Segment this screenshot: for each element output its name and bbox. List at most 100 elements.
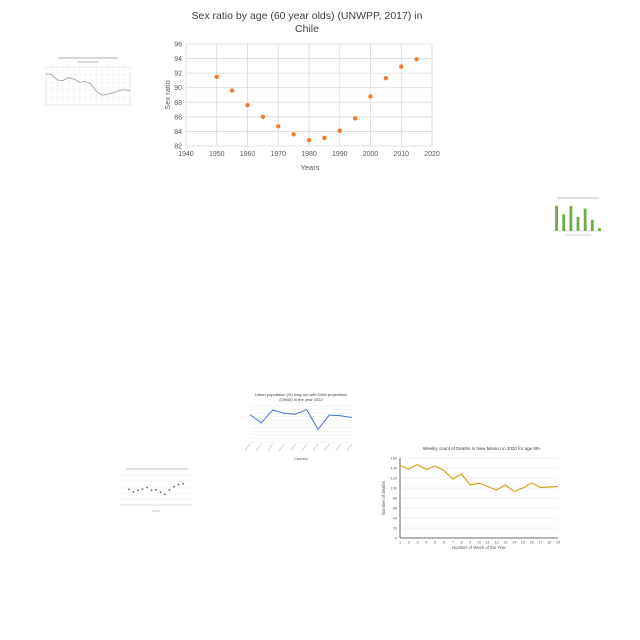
chart-title: (OWID) in the year 2022 — [279, 397, 323, 402]
x-tick-label: 4 — [425, 541, 427, 545]
chart-mini-scatter — [112, 465, 197, 515]
y-tick-label: 60 — [393, 507, 397, 511]
data-point — [173, 485, 175, 488]
y-tick-label: 96 — [174, 42, 182, 49]
x-tick-placeholder — [346, 443, 353, 452]
urban-svg: Urban population (%) long-run with 2050 … — [244, 392, 353, 461]
data-point — [128, 488, 130, 491]
x-tick-placeholder — [244, 443, 251, 452]
data-point — [150, 489, 153, 492]
data-point — [155, 488, 157, 491]
y-tick-label: 120 — [391, 477, 397, 481]
x-tick-placeholder — [278, 443, 285, 452]
data-point — [399, 64, 404, 69]
y-tick-label: 88 — [174, 100, 182, 107]
x-tick-label: 1980 — [301, 151, 317, 158]
x-tick-label: 2 — [408, 541, 410, 545]
data-point — [141, 488, 144, 490]
data-point — [164, 493, 166, 496]
chart-title: Weekly count of Deaths in New Mexico in … — [423, 446, 541, 451]
y-tick-label: 160 — [391, 457, 397, 461]
x-tick-placeholder — [324, 443, 330, 452]
x-tick-label: 7 — [452, 541, 454, 545]
y-tick-label: 92 — [174, 71, 182, 78]
data-point — [322, 135, 327, 141]
x-tick-label: 14 — [512, 541, 516, 545]
plot-border — [45, 66, 131, 106]
y-tick-label: 80 — [393, 497, 397, 501]
y-tick-label: 40 — [393, 517, 397, 521]
x-tick-placeholder — [290, 443, 296, 452]
data-point — [352, 116, 358, 121]
x-tick-placeholder — [301, 443, 307, 452]
x-tick-label: 9 — [469, 541, 471, 545]
y-tick-label: 20 — [393, 527, 397, 531]
data-point — [132, 490, 135, 493]
series-line — [249, 408, 353, 431]
data-point — [137, 489, 139, 492]
bar — [583, 208, 587, 231]
x-axis-label: Number of Week of the Year — [452, 545, 506, 550]
y-tick-label: 0 — [395, 537, 397, 541]
x-axis-label: Years — [301, 163, 320, 172]
y-axis-label: Number of deaths — [381, 481, 386, 515]
y-tick-label: 94 — [174, 56, 182, 63]
y-tick-label: 82 — [174, 144, 182, 151]
x-tick-label: 1940 — [178, 151, 194, 158]
data-point — [182, 482, 184, 485]
data-point — [159, 491, 162, 493]
x-tick-label: 8 — [460, 541, 462, 545]
chart-mini-line — [38, 55, 138, 115]
y-tick-label: 140 — [391, 467, 397, 471]
x-tick-label: 1970 — [270, 151, 286, 158]
data-point — [291, 132, 296, 137]
x-tick-placeholder — [267, 443, 273, 452]
bar — [562, 214, 566, 231]
chart-sex-ratio: 82 84 86 88 90 92 94 96 1940 1950 1960 1970 1980 1990… — [150, 0, 450, 180]
x-tick-label: 16 — [530, 541, 534, 545]
x-tick-label: 10 — [477, 541, 481, 545]
chart-weekly-deaths: Weekly count of Deaths in New Mexico in … — [378, 440, 564, 555]
x-tick-label: 5 — [434, 541, 436, 545]
data-point — [245, 103, 250, 108]
data-point — [368, 94, 373, 99]
x-tick-label: 6 — [443, 541, 445, 545]
x-tick-label: 1960 — [240, 151, 256, 158]
bar — [555, 205, 558, 231]
data-point — [337, 128, 342, 133]
x-tick-label: 13 — [503, 541, 507, 545]
x-tick-label: 12 — [494, 541, 498, 545]
y-tick-label: 100 — [391, 487, 397, 491]
data-point — [229, 88, 235, 93]
bar — [569, 205, 573, 231]
x-tick-label: 1 — [399, 541, 401, 545]
x-tick-label: 3 — [416, 541, 418, 545]
y-tick-label: 86 — [174, 114, 182, 121]
sex-ratio-svg: 82 84 86 88 90 92 94 96 1940 1950 1960 1970 1980 1990… — [163, 10, 440, 172]
x-tick-label: 2000 — [363, 151, 379, 158]
x-tick-label: 18 — [547, 541, 551, 545]
mini-line-svg — [45, 57, 131, 106]
chart-title: Urban population (%) long-run with 2050 … — [255, 392, 347, 397]
data-point — [383, 76, 389, 81]
mini-scatter-svg — [120, 468, 192, 512]
data-point — [214, 74, 219, 79]
x-tick-label: 1950 — [209, 151, 225, 158]
data-point — [260, 114, 266, 120]
x-tick-placeholder — [312, 443, 319, 452]
x-axis-label: Country — [294, 456, 308, 461]
chart-mini-bar — [545, 195, 607, 237]
chart-title: Sex ratio by age (60 year olds) (UNWPP, … — [192, 10, 423, 22]
x-tick-label: 2020 — [424, 151, 440, 158]
data-point — [306, 137, 312, 143]
data-point — [177, 483, 180, 486]
x-tick-label: 17 — [538, 541, 542, 545]
y-axis-label: Sex ratio — [163, 80, 172, 110]
data-point — [146, 486, 148, 489]
chart-title: Chile — [295, 23, 319, 35]
x-tick-label: 19 — [556, 541, 560, 545]
x-tick-label: 15 — [521, 541, 525, 545]
x-tick-placeholder — [256, 443, 262, 452]
bar — [576, 217, 580, 231]
y-tick-label: 84 — [174, 129, 182, 136]
